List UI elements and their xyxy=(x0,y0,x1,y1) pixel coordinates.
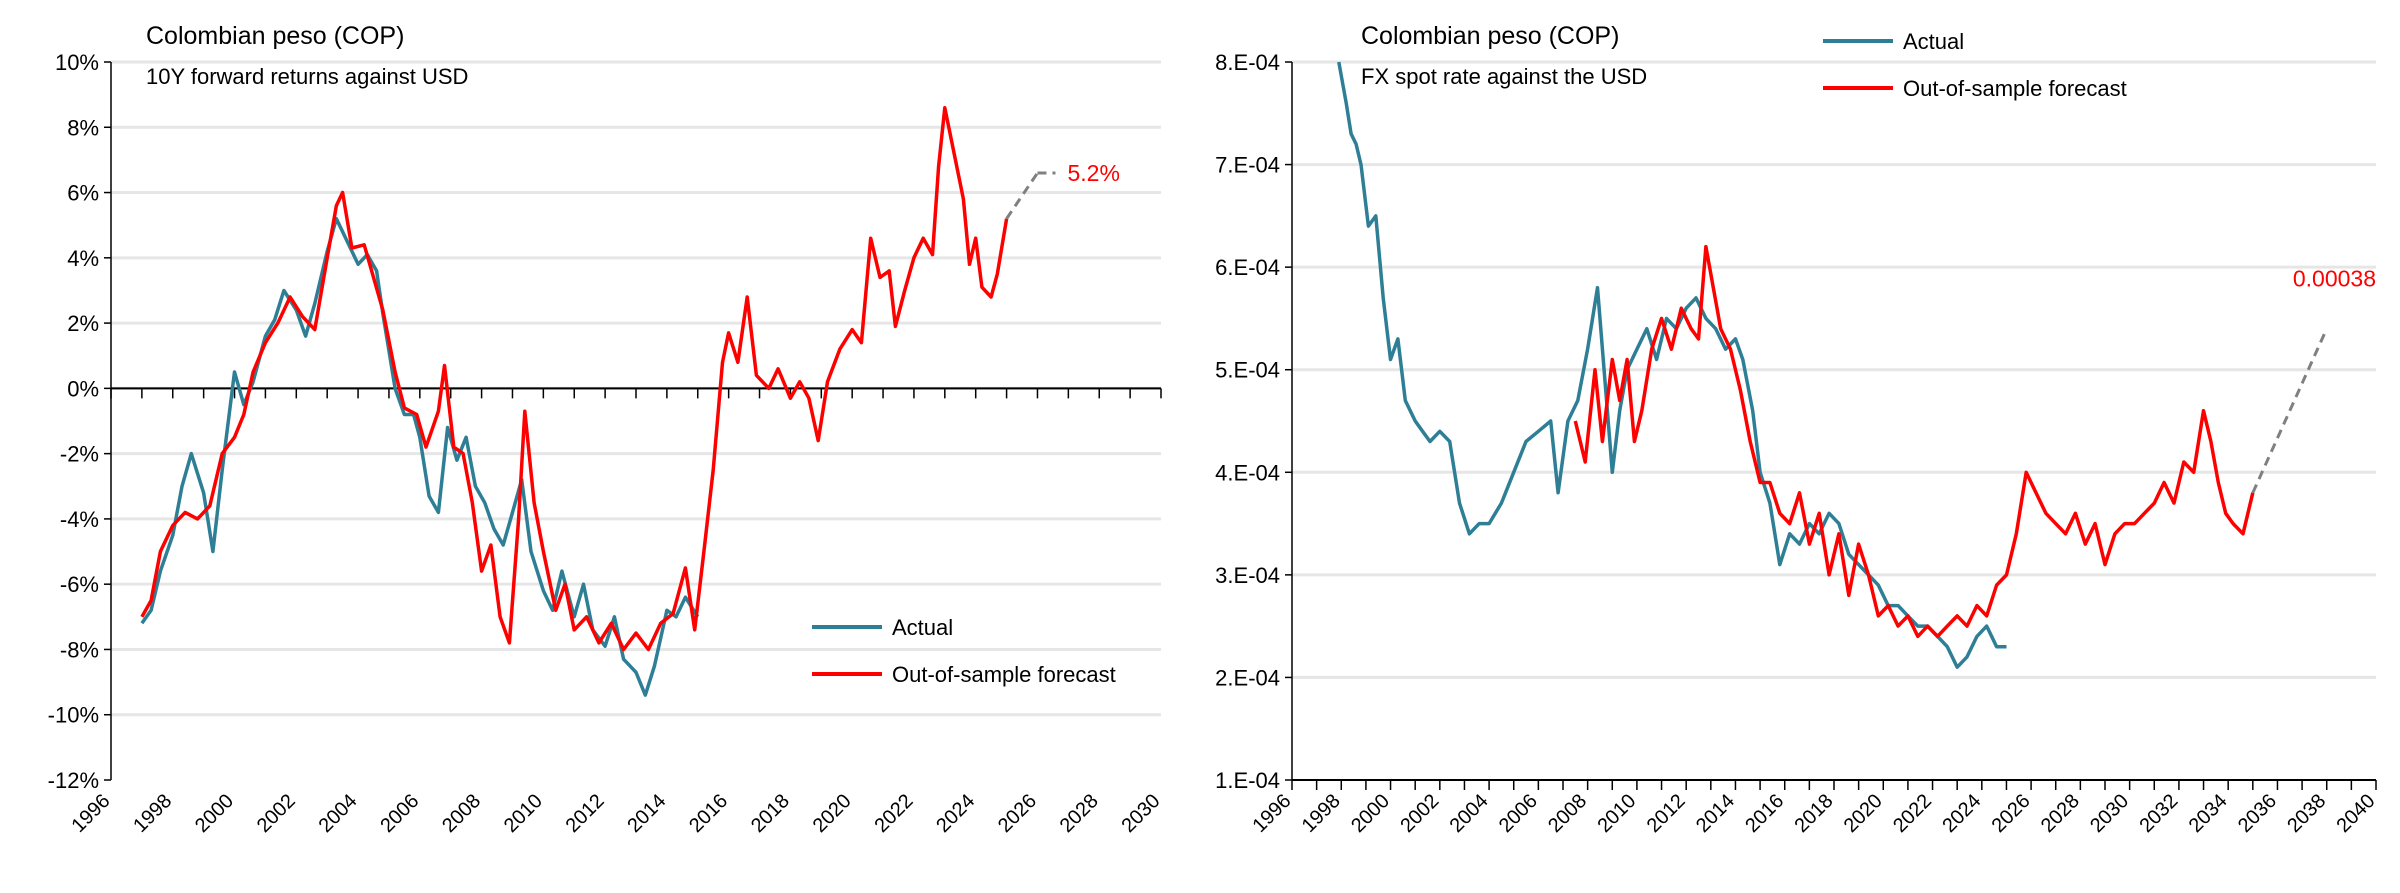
x-tick-label: 2022 xyxy=(1889,790,1936,837)
y-tick-label: 4% xyxy=(67,246,99,271)
x-tick-label: 2004 xyxy=(1446,790,1493,837)
y-tick-label: 3.E-04 xyxy=(1215,563,1280,588)
chart-title: Colombian peso (COP) xyxy=(1361,22,1619,50)
y-tick-label: -10% xyxy=(48,703,99,728)
left-chart-forward-returns: 10% 8% 6% 4% 2% 0% -2% -4% -6% -8% -10% -12%1996 199… xyxy=(48,22,1165,837)
legend: Actual Out-of-sample forecast xyxy=(812,615,1116,687)
y-tick-label: 6% xyxy=(67,181,99,206)
x-tick-label: 2038 xyxy=(2283,790,2330,837)
y-tick-label: 6.E-04 xyxy=(1215,255,1280,280)
x-tick-label: 2012 xyxy=(1643,790,1690,837)
x-tick-label: 2020 xyxy=(1840,790,1887,837)
y-tick-label: 8.E-04 xyxy=(1215,50,1280,75)
x-tick-label: 1996 xyxy=(1249,790,1296,837)
x-tick-label: 2006 xyxy=(1495,790,1542,837)
x-tick-label: 1998 xyxy=(1298,790,1345,837)
y-tick-label: -12% xyxy=(48,768,99,793)
y-tick-label: 8% xyxy=(67,115,99,140)
y-tick-label: 10% xyxy=(55,50,99,75)
x-tick-label: 1996 xyxy=(68,790,115,837)
x-tick-label: 2026 xyxy=(994,790,1041,837)
x-tick-label: 2008 xyxy=(438,790,485,837)
x-tick-label: 2014 xyxy=(1692,790,1739,837)
x-tick-label: 2002 xyxy=(1396,790,1443,837)
y-tick-label: 1.E-04 xyxy=(1215,768,1280,793)
series-forecast-line xyxy=(140,105,1009,652)
legend: Actual Out-of-sample forecast xyxy=(1823,29,2127,101)
projection-value-label: 5.2% xyxy=(1067,160,1119,186)
y-tick-label: 2% xyxy=(67,311,99,336)
x-tick-label: 2022 xyxy=(870,790,917,837)
x-tick-label: 2036 xyxy=(2234,790,2281,837)
projection-value-label: 0.00038 xyxy=(2293,266,2376,292)
x-tick-label: 2010 xyxy=(1593,790,1640,837)
series-actual-line xyxy=(140,216,700,697)
projection-dashed-line xyxy=(2251,328,2329,494)
x-tick-label: 1998 xyxy=(129,790,176,837)
x-tick-label: 2010 xyxy=(500,790,547,837)
right-chart-fx-spot: 8.E-04 7.E-04 6.E-04 5.E-04 4.E-04 3.E-04 2.E-… xyxy=(1215,22,2379,837)
y-tick-label: -8% xyxy=(60,637,99,662)
series-actual-line xyxy=(1337,61,2007,669)
x-tick-label: 2024 xyxy=(1938,790,1985,837)
x-tick-label: 2030 xyxy=(2086,790,2133,837)
legend-label-actual: Actual xyxy=(1903,29,1964,54)
x-tick-label: 2012 xyxy=(562,790,609,837)
y-tick-label: -2% xyxy=(60,442,99,467)
x-tick-label: 2000 xyxy=(1347,790,1394,837)
chart-title: Colombian peso (COP) xyxy=(146,22,404,50)
projection-dashed-line xyxy=(1005,172,1039,220)
x-tick-label: 2018 xyxy=(1791,790,1838,837)
x-tick-label: 2000 xyxy=(191,790,238,837)
y-tick-label: -4% xyxy=(60,507,99,532)
chart-subtitle: 10Y forward returns against USD xyxy=(146,64,468,89)
x-tick-label: 2016 xyxy=(1741,790,1788,837)
x-tick-label: 2020 xyxy=(809,790,856,837)
x-tick-label: 2018 xyxy=(747,790,794,837)
legend-label-actual: Actual xyxy=(892,615,953,640)
x-tick-label: 2028 xyxy=(1056,790,1103,837)
x-tick-label: 2030 xyxy=(1118,790,1165,837)
x-tick-label: 2034 xyxy=(2185,790,2232,837)
x-tick-label: 2016 xyxy=(685,790,732,837)
x-tick-label: 2002 xyxy=(253,790,300,837)
x-tick-label: 2032 xyxy=(2135,790,2182,837)
x-tick-label: 2024 xyxy=(932,790,979,837)
legend-label-forecast: Out-of-sample forecast xyxy=(1903,76,2127,101)
y-tick-label: -6% xyxy=(60,572,99,597)
series-forecast-line xyxy=(1573,244,2255,639)
y-tick-label: 4.E-04 xyxy=(1215,460,1280,485)
x-tick-label: 2028 xyxy=(2037,790,2084,837)
y-tick-label: 5.E-04 xyxy=(1215,358,1280,383)
legend-label-forecast: Out-of-sample forecast xyxy=(892,662,1116,687)
x-tick-label: 2008 xyxy=(1544,790,1591,837)
x-tick-label: 2006 xyxy=(376,790,423,837)
chart-subtitle: FX spot rate against the USD xyxy=(1361,64,1647,89)
x-tick-label: 2014 xyxy=(623,790,670,837)
y-tick-label: 7.E-04 xyxy=(1215,153,1280,178)
x-tick-label: 2004 xyxy=(315,790,362,837)
y-tick-label: 2.E-04 xyxy=(1215,665,1280,690)
y-tick-label: 0% xyxy=(67,376,99,401)
x-tick-label: 2040 xyxy=(2333,790,2380,837)
x-tick-label: 2026 xyxy=(1988,790,2035,837)
